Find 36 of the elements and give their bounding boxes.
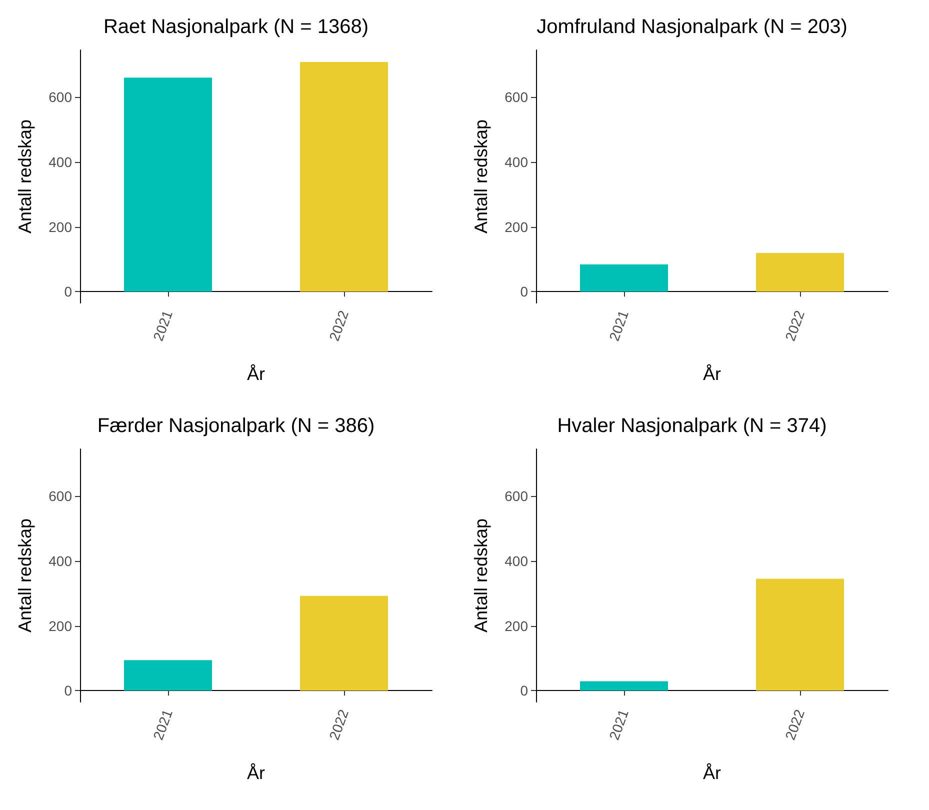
x-tick-label: 2022: [326, 707, 352, 742]
x-tick-label: 2021: [606, 308, 632, 344]
y-tick-label: 600: [48, 488, 72, 504]
x-axis-title: År: [247, 364, 266, 384]
x-tick-label: 2022: [782, 707, 808, 742]
x-tick-label: 2022: [326, 308, 352, 344]
y-axis-title: Antall redskap: [15, 119, 35, 234]
chart-title: Jomfruland Nasjonalpark (N = 203): [536, 16, 848, 38]
x-tick-label: 2021: [150, 707, 176, 742]
y-axis-title: Antall redskap: [15, 518, 35, 633]
x-axis-title: År: [247, 763, 266, 783]
y-tick-label: 0: [64, 682, 72, 699]
y-axis-title: Antall redskap: [471, 518, 491, 633]
y-tick-label: 200: [504, 618, 528, 634]
y-tick-label: 0: [520, 284, 528, 300]
chart-title: Hvaler Nasjonalpark (N = 374): [557, 415, 827, 437]
y-tick-label: 0: [520, 682, 528, 699]
y-tick-label: 400: [504, 552, 528, 569]
x-axis-title: År: [703, 763, 722, 783]
y-tick-label: 400: [48, 154, 72, 170]
x-tick-label: 2022: [782, 308, 808, 344]
y-tick-label: 600: [504, 488, 528, 504]
chart-title: Færder Nasjonalpark (N = 386): [97, 415, 375, 437]
y-tick-label: 600: [504, 89, 528, 106]
y-tick-label: 0: [64, 284, 72, 300]
y-tick-label: 600: [48, 89, 72, 106]
y-tick-label: 200: [48, 618, 72, 634]
y-tick-label: 200: [48, 218, 72, 235]
x-axis-title: År: [703, 364, 722, 384]
chart-title: Raet Nasjonalpark (N = 1368): [103, 16, 369, 38]
y-axis-title: Antall redskap: [471, 119, 491, 234]
y-tick-label: 200: [504, 218, 528, 235]
x-tick-label: 2021: [606, 707, 632, 742]
y-tick-label: 400: [504, 154, 528, 170]
y-tick-label: 400: [48, 552, 72, 569]
x-tick-label: 2021: [150, 308, 176, 344]
